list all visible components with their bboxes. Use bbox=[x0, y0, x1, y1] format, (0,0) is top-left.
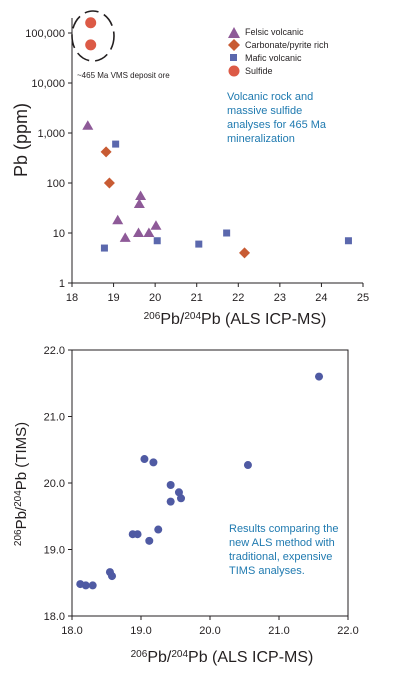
top-y-tick-label: 100,000 bbox=[25, 28, 65, 40]
sulfide-point bbox=[85, 17, 97, 29]
tims-comparison-point bbox=[140, 455, 149, 464]
top-note-line: mineralization bbox=[227, 133, 295, 145]
bottom-y-tick-label: 19.0 bbox=[44, 545, 65, 557]
tims-comparison-point bbox=[166, 480, 175, 489]
bottom-note-line: Results comparing the bbox=[229, 523, 338, 535]
top-y-tick-label: 10,000 bbox=[31, 78, 65, 90]
top-x-axis-ticks: 18 19 20 21 22 23 24 25 bbox=[66, 283, 369, 304]
bottom-note-line: traditional, expensive bbox=[229, 551, 332, 563]
top-x-tick-label: 20 bbox=[149, 292, 161, 304]
top-x-tick-label: 19 bbox=[107, 292, 119, 304]
carbonate-pyrite-point bbox=[103, 177, 115, 189]
bottom-note-line: TIMS analyses. bbox=[229, 565, 305, 577]
legend-label-mafic: Mafic volcanic bbox=[245, 53, 302, 63]
top-x-tick-label: 24 bbox=[315, 292, 327, 304]
top-x-axis-label: 206Pb/204Pb (ALS ICP-MS) bbox=[144, 311, 327, 329]
bottom-x-tick-label: 19.0 bbox=[130, 625, 151, 637]
felsic-volcanic-point bbox=[112, 214, 124, 225]
tims-comparison-point bbox=[108, 572, 117, 581]
top-y-tick-label: 1 bbox=[59, 278, 65, 290]
tims-comparison-point bbox=[243, 461, 252, 470]
top-note-line: analyses for 465 Ma bbox=[227, 119, 327, 131]
tims-comparison-point bbox=[177, 494, 186, 503]
tims-comparison-point bbox=[149, 458, 158, 467]
carbonate-pyrite-point bbox=[100, 146, 112, 158]
bottom-y-axis-label: 206Pb/204Pb (TIMS) bbox=[13, 422, 31, 546]
vms-ore-ellipse bbox=[71, 10, 115, 62]
top-x-tick-label: 18 bbox=[66, 292, 78, 304]
felsic-volcanic-point bbox=[143, 227, 155, 237]
bottom-x-axis-label: 206Pb/204Pb (ALS ICP-MS) bbox=[131, 649, 314, 667]
legend-marker-mafic bbox=[230, 54, 237, 61]
top-y-tick-label: 1,000 bbox=[37, 128, 65, 140]
bottom-y-tick-label: 21.0 bbox=[44, 412, 65, 424]
top-note: Volcanic rock and massive sulfide analys… bbox=[227, 91, 329, 145]
bottom-x-tick-label: 22.0 bbox=[337, 625, 358, 637]
mafic-volcanic-point bbox=[112, 140, 120, 148]
legend-label-carbonate: Carbonate/pyrite rich bbox=[245, 40, 329, 50]
sulfide-point bbox=[85, 39, 97, 51]
top-chart: 100,000 10,000 1,000 100 10 1 18 19 20 21 22 23 24 2… bbox=[11, 10, 369, 329]
legend-label-felsic: Felsic volcanic bbox=[245, 27, 304, 37]
mafic-volcanic-point bbox=[344, 237, 352, 245]
tims-comparison-point bbox=[133, 530, 142, 539]
top-x-tick-label: 21 bbox=[191, 292, 203, 304]
top-plot-frame bbox=[71, 18, 363, 284]
felsic-volcanic-point bbox=[82, 120, 94, 130]
felsic-volcanic-point bbox=[150, 220, 162, 230]
top-x-tick-label: 25 bbox=[357, 292, 369, 304]
top-x-tick-label: 23 bbox=[274, 292, 286, 304]
bottom-note: Results comparing the new ALS method wit… bbox=[229, 523, 342, 577]
bottom-data-points bbox=[76, 372, 324, 590]
bottom-note-line: new ALS method with bbox=[229, 537, 335, 549]
tims-comparison-point bbox=[88, 581, 97, 590]
legend-marker-sulfide bbox=[228, 65, 240, 77]
bottom-y-tick-label: 18.0 bbox=[44, 611, 65, 623]
legend-marker-felsic bbox=[228, 27, 240, 38]
mafic-volcanic-point bbox=[195, 240, 203, 248]
bottom-y-tick-label: 20.0 bbox=[44, 478, 65, 490]
bottom-y-tick-label: 22.0 bbox=[44, 345, 65, 357]
bottom-x-tick-label: 20.0 bbox=[199, 625, 220, 637]
felsic-volcanic-point bbox=[119, 232, 131, 242]
felsic-volcanic-point bbox=[133, 198, 145, 209]
bottom-x-tick-label: 18.0 bbox=[61, 625, 82, 637]
carbonate-pyrite-point bbox=[239, 247, 251, 259]
mafic-volcanic-point bbox=[223, 229, 231, 237]
top-note-line: Volcanic rock and bbox=[227, 91, 313, 103]
top-legend: Felsic volcanic Carbonate/pyrite rich Ma… bbox=[228, 27, 329, 77]
bottom-x-tick-label: 21.0 bbox=[268, 625, 289, 637]
bottom-chart: 18.0 19.0 20.0 21.0 22.0 18.0 19.0 20.0 21.0 22.… bbox=[13, 345, 359, 666]
top-y-tick-label: 100 bbox=[47, 178, 65, 190]
tims-comparison-point bbox=[154, 525, 163, 534]
bottom-y-axis-ticks: 18.0 19.0 20.0 21.0 22.0 bbox=[44, 345, 72, 623]
top-y-axis-label: Pb (ppm) bbox=[11, 103, 31, 177]
tims-comparison-point bbox=[81, 581, 90, 590]
mafic-volcanic-point bbox=[100, 244, 108, 252]
tims-comparison-point bbox=[315, 372, 324, 381]
felsic-volcanic-point bbox=[135, 190, 147, 200]
legend-label-sulfide: Sulfide bbox=[245, 66, 273, 76]
top-note-line: massive sulfide bbox=[227, 105, 302, 117]
top-data-points bbox=[82, 17, 352, 259]
tims-comparison-point bbox=[145, 536, 154, 545]
top-y-tick-label: 10 bbox=[53, 228, 65, 240]
mafic-volcanic-point bbox=[153, 237, 161, 245]
legend-marker-carbonate bbox=[228, 39, 240, 51]
bottom-x-axis-ticks: 18.0 19.0 20.0 21.0 22.0 bbox=[61, 616, 359, 637]
top-y-axis-ticks: 100,000 10,000 1,000 100 10 1 bbox=[25, 28, 72, 290]
top-x-tick-label: 22 bbox=[232, 292, 244, 304]
felsic-volcanic-point bbox=[133, 227, 145, 237]
tims-comparison-point bbox=[166, 497, 175, 506]
vms-ore-label: ~465 Ma VMS deposit ore bbox=[77, 71, 170, 80]
